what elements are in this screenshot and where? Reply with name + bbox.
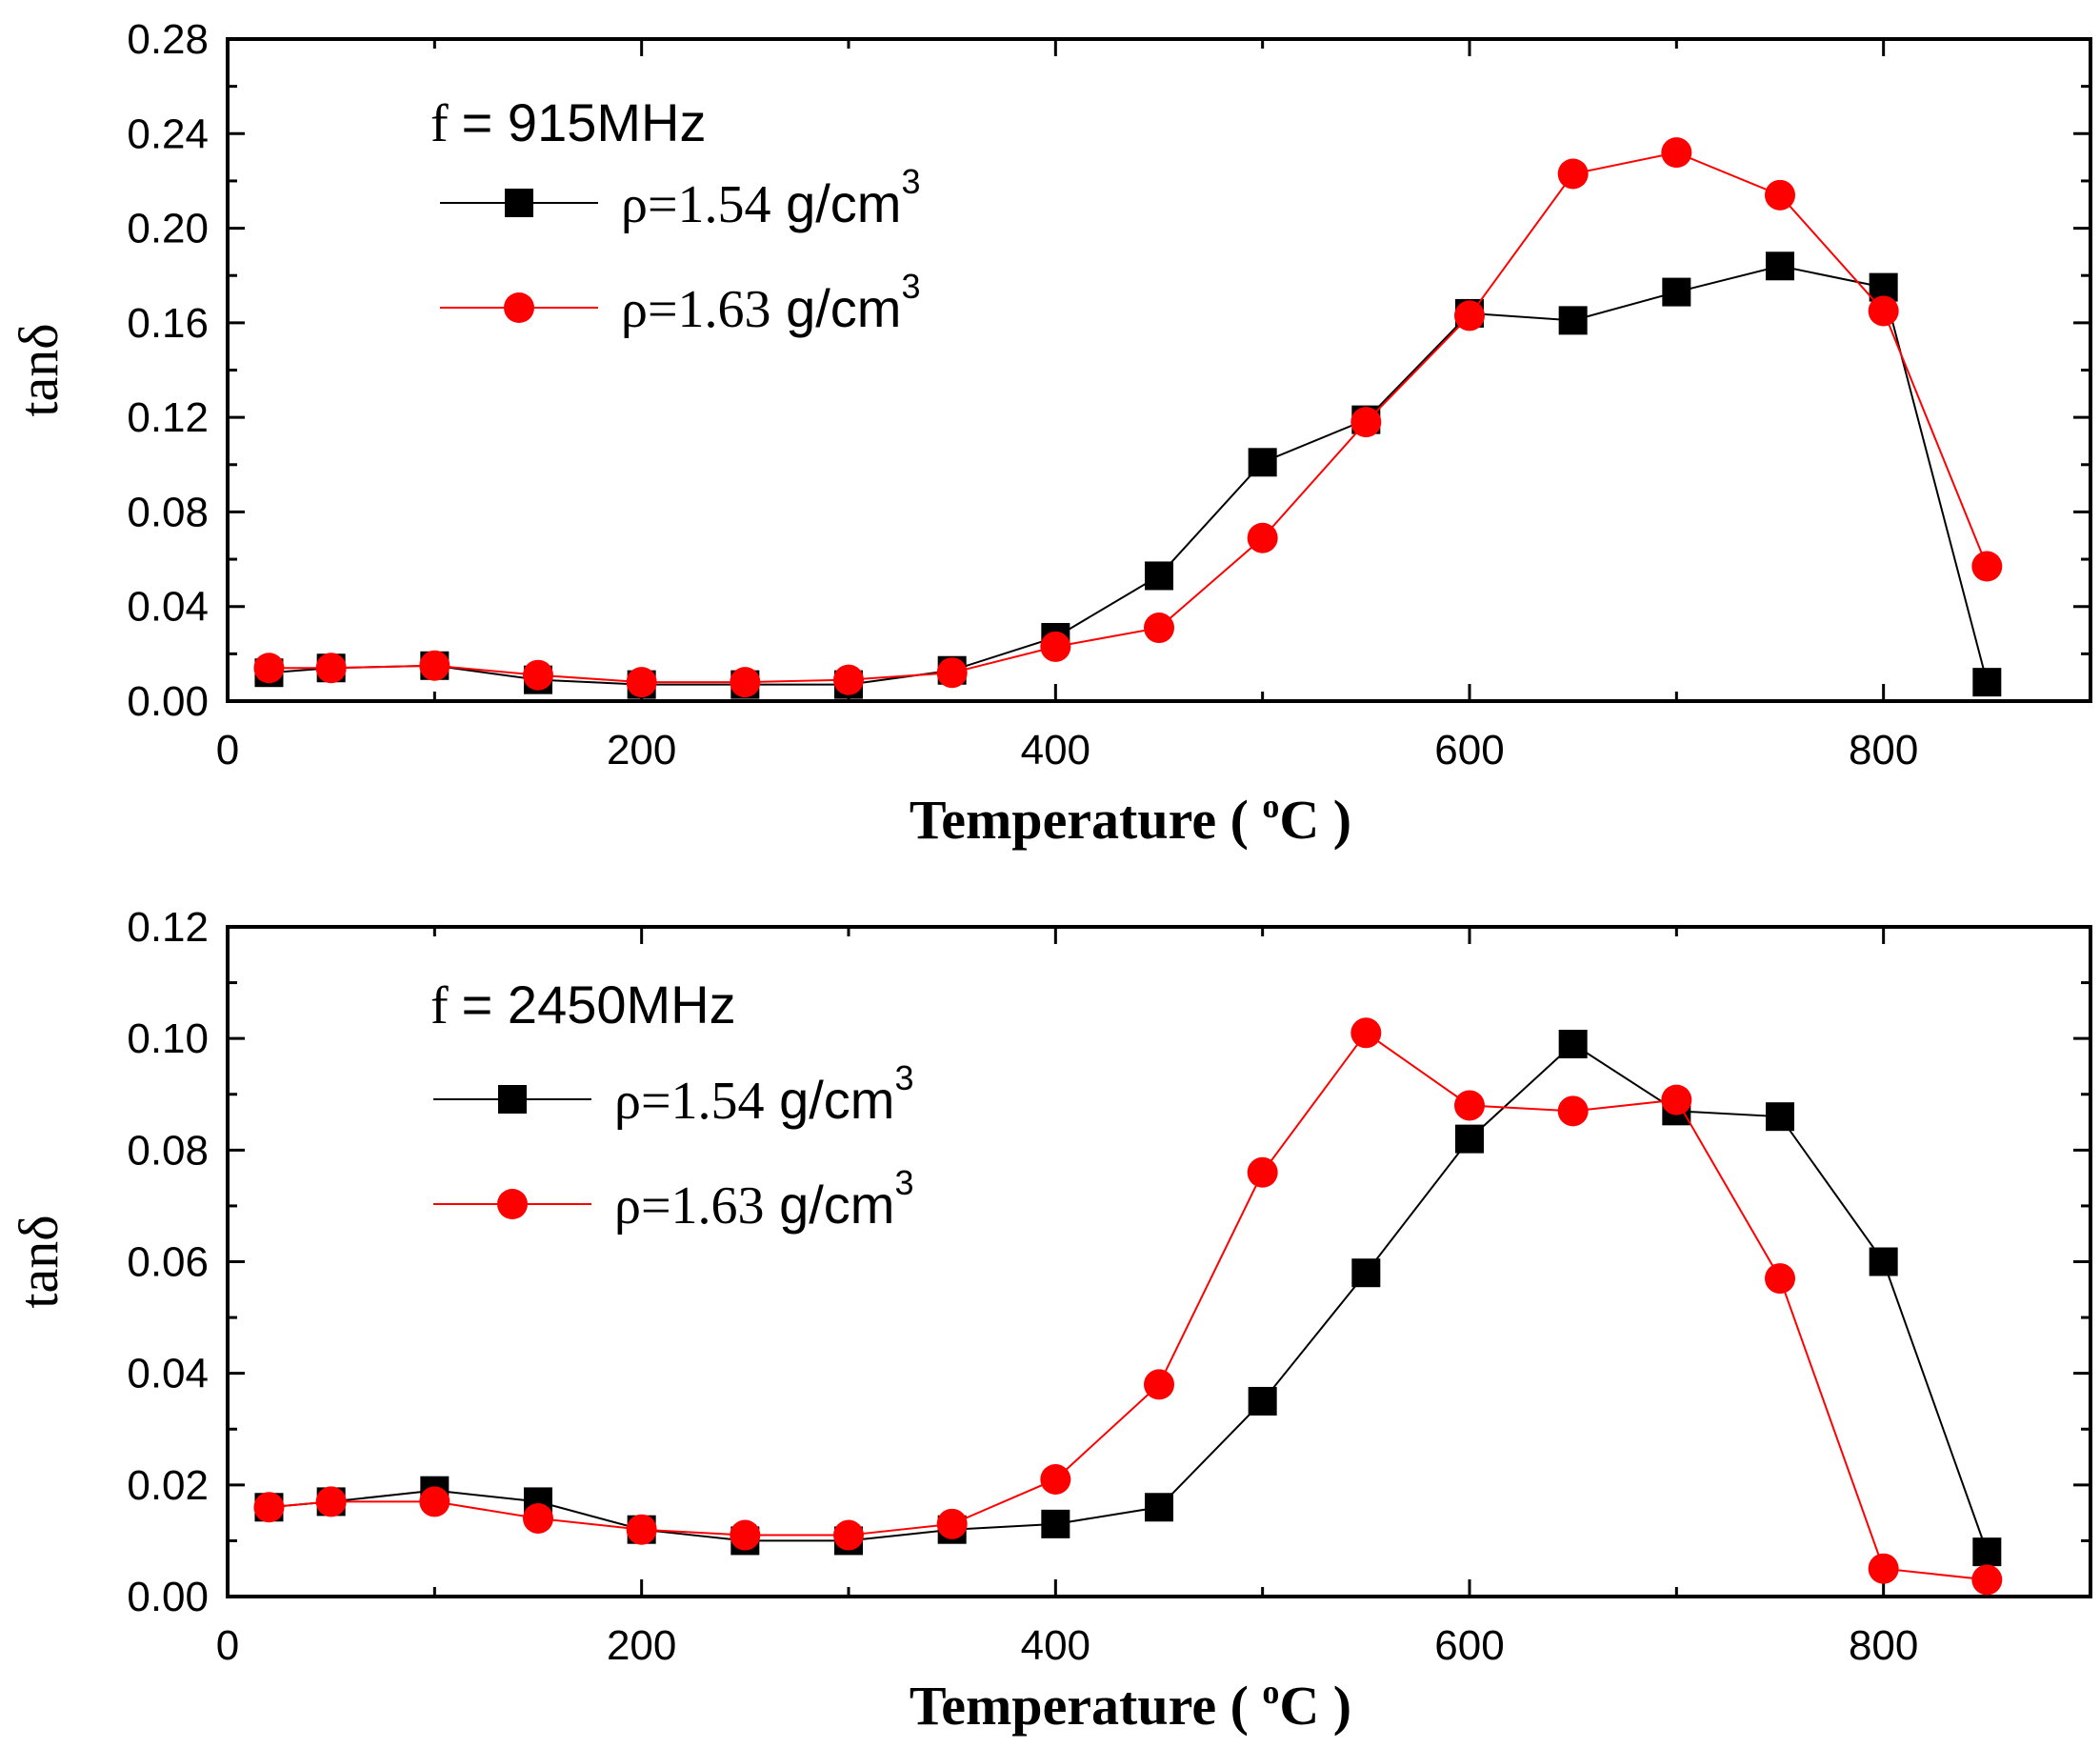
y-axis-label: tanδ [8,323,70,416]
data-point-circle [1765,179,1795,211]
data-point-circle [1868,295,1899,327]
series-line-0 [269,265,1989,686]
x-tick-label: 0 [216,1622,239,1669]
data-point-circle [315,653,347,684]
y-tick-label: 0.04 [127,1351,209,1397]
data-point-circle [1971,551,2003,582]
x-tick-label: 400 [1021,1622,1090,1669]
data-point-circle [1661,1084,1692,1115]
data-point-square [1972,668,2002,697]
data-point-circle [1040,631,1071,662]
y-tick-label: 0.20 [127,206,209,252]
data-point-circle [1247,1156,1278,1188]
y-tick-label: 0.28 [127,16,209,63]
y-tick-label: 0.10 [127,1015,209,1062]
data-point-square [1766,251,1794,281]
legend-label: ρ=1.63 g/cm3 [614,1163,913,1236]
legend-marker-square [505,189,533,217]
y-tick-label: 0.06 [127,1239,209,1286]
x-tick-label: 200 [607,727,676,774]
legend-marker-square [498,1085,527,1114]
data-point-circle [419,650,450,681]
y-tick-label: 0.04 [127,584,209,631]
data-point-square [1041,1509,1070,1538]
data-point-circle [315,1486,347,1517]
data-point-circle [936,657,968,689]
y-tick-label: 0.08 [127,1127,209,1174]
data-point-square [1869,1247,1898,1276]
y-tick-label: 0.16 [127,300,209,347]
data-point-circle [833,1519,864,1551]
data-point-circle [936,1508,968,1539]
data-point-circle [1765,1263,1795,1295]
data-point-circle [1971,1564,2003,1596]
y-tick-label: 0.08 [127,489,209,535]
data-point-circle [1144,1369,1174,1400]
x-tick-label: 200 [607,1622,676,1669]
data-point-circle [730,667,761,698]
data-point-square [1972,1537,2002,1567]
data-point-square [1351,1258,1381,1288]
x-tick-label: 0 [216,727,239,774]
data-point-circle [1350,1017,1382,1049]
chart-915mhz: 0 200 400 600 800 0.00 0.04 0.08 0.12 0.16 0.20 0.2… [8,16,2092,851]
data-point-square [1145,561,1173,591]
data-point-circle [730,1519,761,1551]
y-axis-label: tanδ [8,1215,70,1308]
x-tick-label: 800 [1849,727,1918,774]
data-point-square [1248,448,1277,477]
data-point-circle [1557,158,1589,190]
data-point-square [1662,277,1691,307]
legend-marker-circle [504,292,534,323]
data-point-circle [626,667,657,698]
data-point-circle [626,1514,657,1545]
legend-label: ρ=1.54 g/cm3 [614,1058,913,1131]
x-tick-label: 600 [1434,1622,1504,1669]
data-point-circle [1454,300,1485,332]
data-point-circle [1350,407,1382,438]
data-point-circle [1661,137,1692,169]
x-tick-label: 800 [1849,1622,1918,1669]
y-tick-label: 0.24 [127,111,209,157]
data-point-square [1558,306,1588,335]
data-point-square [1248,1386,1277,1416]
y-tick-label: 0.02 [127,1462,209,1509]
series-line-0 [269,1042,1989,1553]
data-point-circle [523,1502,553,1534]
data-point-square [1558,1030,1588,1059]
x-axis-label: Temperature ( oC ) [910,787,1351,851]
data-point-circle [1040,1463,1071,1495]
data-point-circle [1247,522,1278,553]
x-tick-label: 400 [1021,727,1090,774]
frequency-annotation: f = 2450MHz [430,974,736,1035]
y-tick-label: 0.00 [127,678,209,725]
data-point-circle [419,1486,450,1517]
data-point-circle [1144,613,1174,644]
y-tick-label: 0.00 [127,1574,209,1620]
data-point-circle [253,653,285,684]
data-point-circle [1868,1553,1899,1584]
data-point-square [1455,1124,1484,1154]
legend-label: ρ=1.63 g/cm3 [621,267,920,339]
x-tick-label: 600 [1434,727,1504,774]
legend-marker-circle [497,1189,528,1219]
y-tick-label: 0.12 [127,904,209,951]
data-point-circle [1557,1095,1589,1127]
series-line-1 [269,151,1989,684]
legend-label: ρ=1.54 g/cm3 [621,162,920,234]
series-line-1 [269,1031,1988,1581]
frequency-annotation: f = 915MHz [430,92,706,153]
data-point-square [1766,1102,1794,1132]
data-point-square [1145,1493,1173,1522]
x-axis-label: Temperature ( oC ) [910,1673,1351,1737]
data-point-circle [523,659,553,691]
y-tick-label: 0.12 [127,394,209,441]
data-point-circle [1454,1090,1485,1121]
data-point-circle [253,1492,285,1523]
chart-2450mhz: 0 200 400 600 800 0.00 0.02 0.04 0.06 0.08 0.10 0.1… [8,904,2092,1737]
data-point-circle [833,664,864,695]
